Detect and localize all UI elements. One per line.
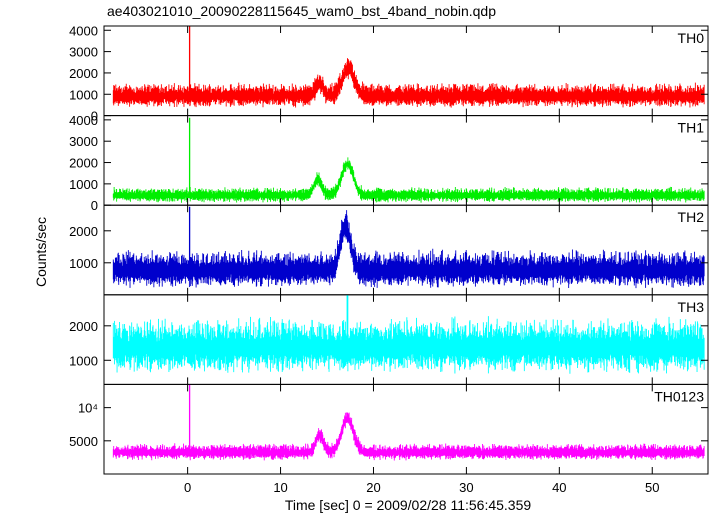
y-tick-label: 2000: [69, 66, 98, 81]
x-tick-label: 20: [366, 480, 380, 495]
panel-frame: [103, 204, 709, 296]
x-tick-label: 40: [552, 480, 566, 495]
panels-group: 0 1000 2000 3000 4000 TH0 0 1000 2000 3000 4000 TH1…: [69, 23, 709, 495]
y-tick-label: 1000: [69, 87, 98, 102]
y-tick-label: 1000: [69, 256, 98, 271]
x-axis-label: Time [sec] 0 = 2009/02/28 11:56:45.359: [285, 497, 532, 513]
y-tick-label: 3000: [69, 45, 98, 60]
panel-th0123: 5000 10⁴ TH0123: [69, 383, 709, 475]
panel-th1: 0 1000 2000 3000 4000 TH1: [69, 113, 709, 213]
x-tick-label: 30: [459, 480, 473, 495]
y-tick-label: 3000: [69, 134, 98, 149]
series-th0123: [112, 384, 705, 461]
y-tick-label: 0: [91, 198, 98, 213]
x-tick-label: 50: [645, 480, 659, 495]
y-tick-label: 5000: [69, 434, 98, 449]
series-th2: [112, 206, 705, 289]
y-tick-label: 2000: [69, 224, 98, 239]
panel-label: TH3: [678, 299, 705, 315]
x-tick-label: 10: [273, 480, 287, 495]
y-tick-label: 4000: [69, 113, 98, 128]
y-tick-label: 2000: [69, 156, 98, 171]
panel-th2: 1000 2000 TH2: [69, 204, 709, 296]
x-tick-label: 0: [184, 480, 191, 495]
series-th0: [112, 26, 705, 108]
y-tick-label: 4000: [69, 23, 98, 38]
panel-th0: 0 1000 2000 3000 4000 TH0: [69, 23, 709, 124]
chart-title: ae403021010_20090228115645_wam0_bst_4ban…: [107, 3, 496, 19]
series-th3: [112, 294, 705, 374]
y-tick-label: 10⁴: [78, 401, 98, 416]
y-axis-label: Counts/sec: [33, 217, 49, 287]
series-th1: [112, 117, 705, 203]
y-tick-label: 1000: [69, 353, 98, 368]
y-tick-label: 1000: [69, 177, 98, 192]
panel-label: TH1: [678, 120, 705, 136]
panel-label: TH0123: [654, 388, 704, 404]
y-tick-label: 0: [91, 109, 98, 124]
panel-label: TH0: [678, 30, 705, 46]
panel-th3: 1000 2000 TH3: [69, 294, 709, 385]
panel-frame: [103, 383, 709, 475]
panel-label: TH2: [678, 209, 705, 225]
y-tick-label: 2000: [69, 319, 98, 334]
